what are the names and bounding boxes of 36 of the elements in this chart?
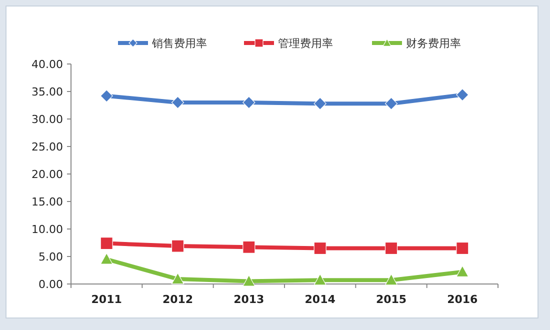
point	[384, 242, 398, 255]
y-tick-label: 30.00	[32, 113, 63, 126]
point	[314, 242, 326, 255]
y-tick-label: 35.00	[32, 86, 63, 98]
point	[456, 266, 469, 277]
point	[242, 96, 256, 109]
x-tick-label: 2013	[234, 293, 264, 306]
point	[384, 97, 398, 110]
point	[314, 97, 326, 110]
x-tick-label: 2016	[447, 293, 478, 306]
legend-label: 财务费用率	[406, 37, 461, 50]
y-tick-label: 15.00	[32, 196, 63, 208]
point	[100, 90, 113, 102]
point	[100, 237, 113, 250]
y-tick-label: 40.00	[32, 58, 63, 71]
point	[456, 242, 469, 255]
legend-label: 销售费用率	[151, 37, 207, 50]
point	[171, 240, 184, 252]
y-tick-label: 20.00	[32, 168, 63, 181]
x-tick-label: 2011	[91, 293, 122, 306]
y-tick-label: 10.00	[32, 223, 63, 236]
y-tick-label: 25.00	[32, 140, 63, 154]
legend-label: 管理费用率	[278, 37, 333, 50]
point	[456, 88, 469, 102]
x-tick-label: 2012	[162, 293, 194, 306]
point	[171, 272, 184, 284]
point	[171, 96, 184, 109]
x-tick-label: 2015	[376, 293, 407, 306]
point	[384, 274, 398, 286]
point	[314, 274, 326, 286]
y-tick-label: 0.00	[38, 278, 63, 291]
point	[242, 240, 256, 254]
point	[100, 252, 113, 264]
y-tick-label: 5.00	[38, 250, 63, 264]
x-tick-label: 2014	[304, 293, 336, 306]
point	[242, 274, 256, 286]
